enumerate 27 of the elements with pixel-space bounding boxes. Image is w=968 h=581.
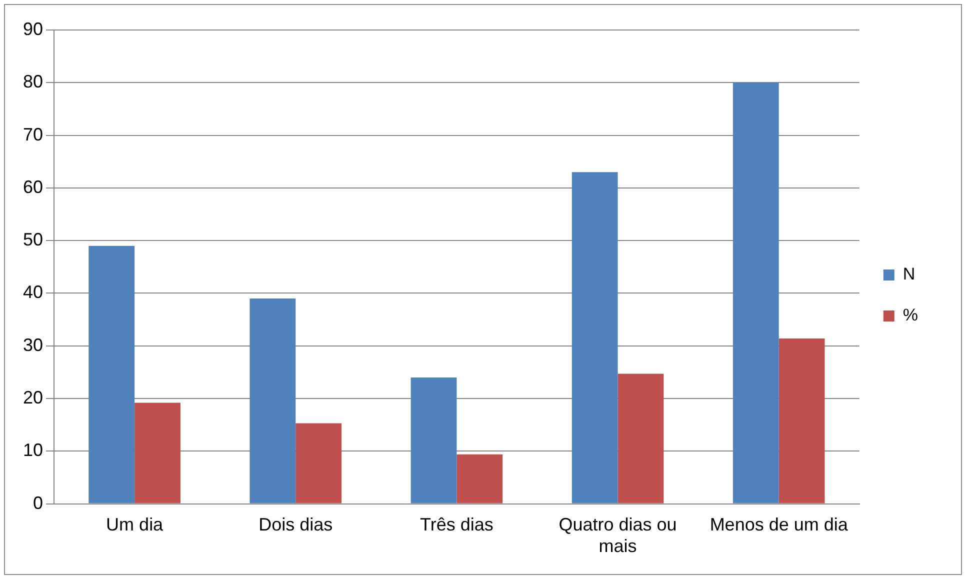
- y-tick-label: 70: [22, 124, 44, 144]
- y-tick-label: 10: [22, 440, 44, 460]
- y-tick-label: 20: [22, 387, 44, 408]
- legend-label: N: [902, 264, 916, 284]
- bar: [618, 374, 664, 504]
- x-tick-label: Quatro dias ou mais: [558, 514, 677, 556]
- x-tick-label: Um dia: [106, 514, 164, 535]
- bar: [410, 377, 457, 504]
- bar: [778, 338, 825, 504]
- y-tick-label: 30: [22, 334, 44, 355]
- y-tick-label: 60: [22, 176, 44, 197]
- x-tick-label: Três dias: [420, 514, 494, 535]
- bar: [296, 423, 342, 504]
- y-tick-label: 0: [33, 492, 44, 513]
- y-tick-label: 90: [22, 18, 44, 39]
- bar: [572, 172, 618, 504]
- y-tick-label: 40: [22, 282, 44, 302]
- bar: [456, 454, 503, 504]
- bar: [250, 298, 296, 504]
- bar: [134, 402, 180, 504]
- y-tick-label: 50: [22, 230, 44, 250]
- x-tick-label: Dois dias: [258, 514, 333, 535]
- x-tick-label: Menos de um dia: [710, 514, 849, 535]
- legend-label: %: [902, 306, 918, 325]
- bar: [88, 246, 135, 504]
- y-tick-label: 80: [22, 72, 44, 92]
- bar: [732, 82, 779, 504]
